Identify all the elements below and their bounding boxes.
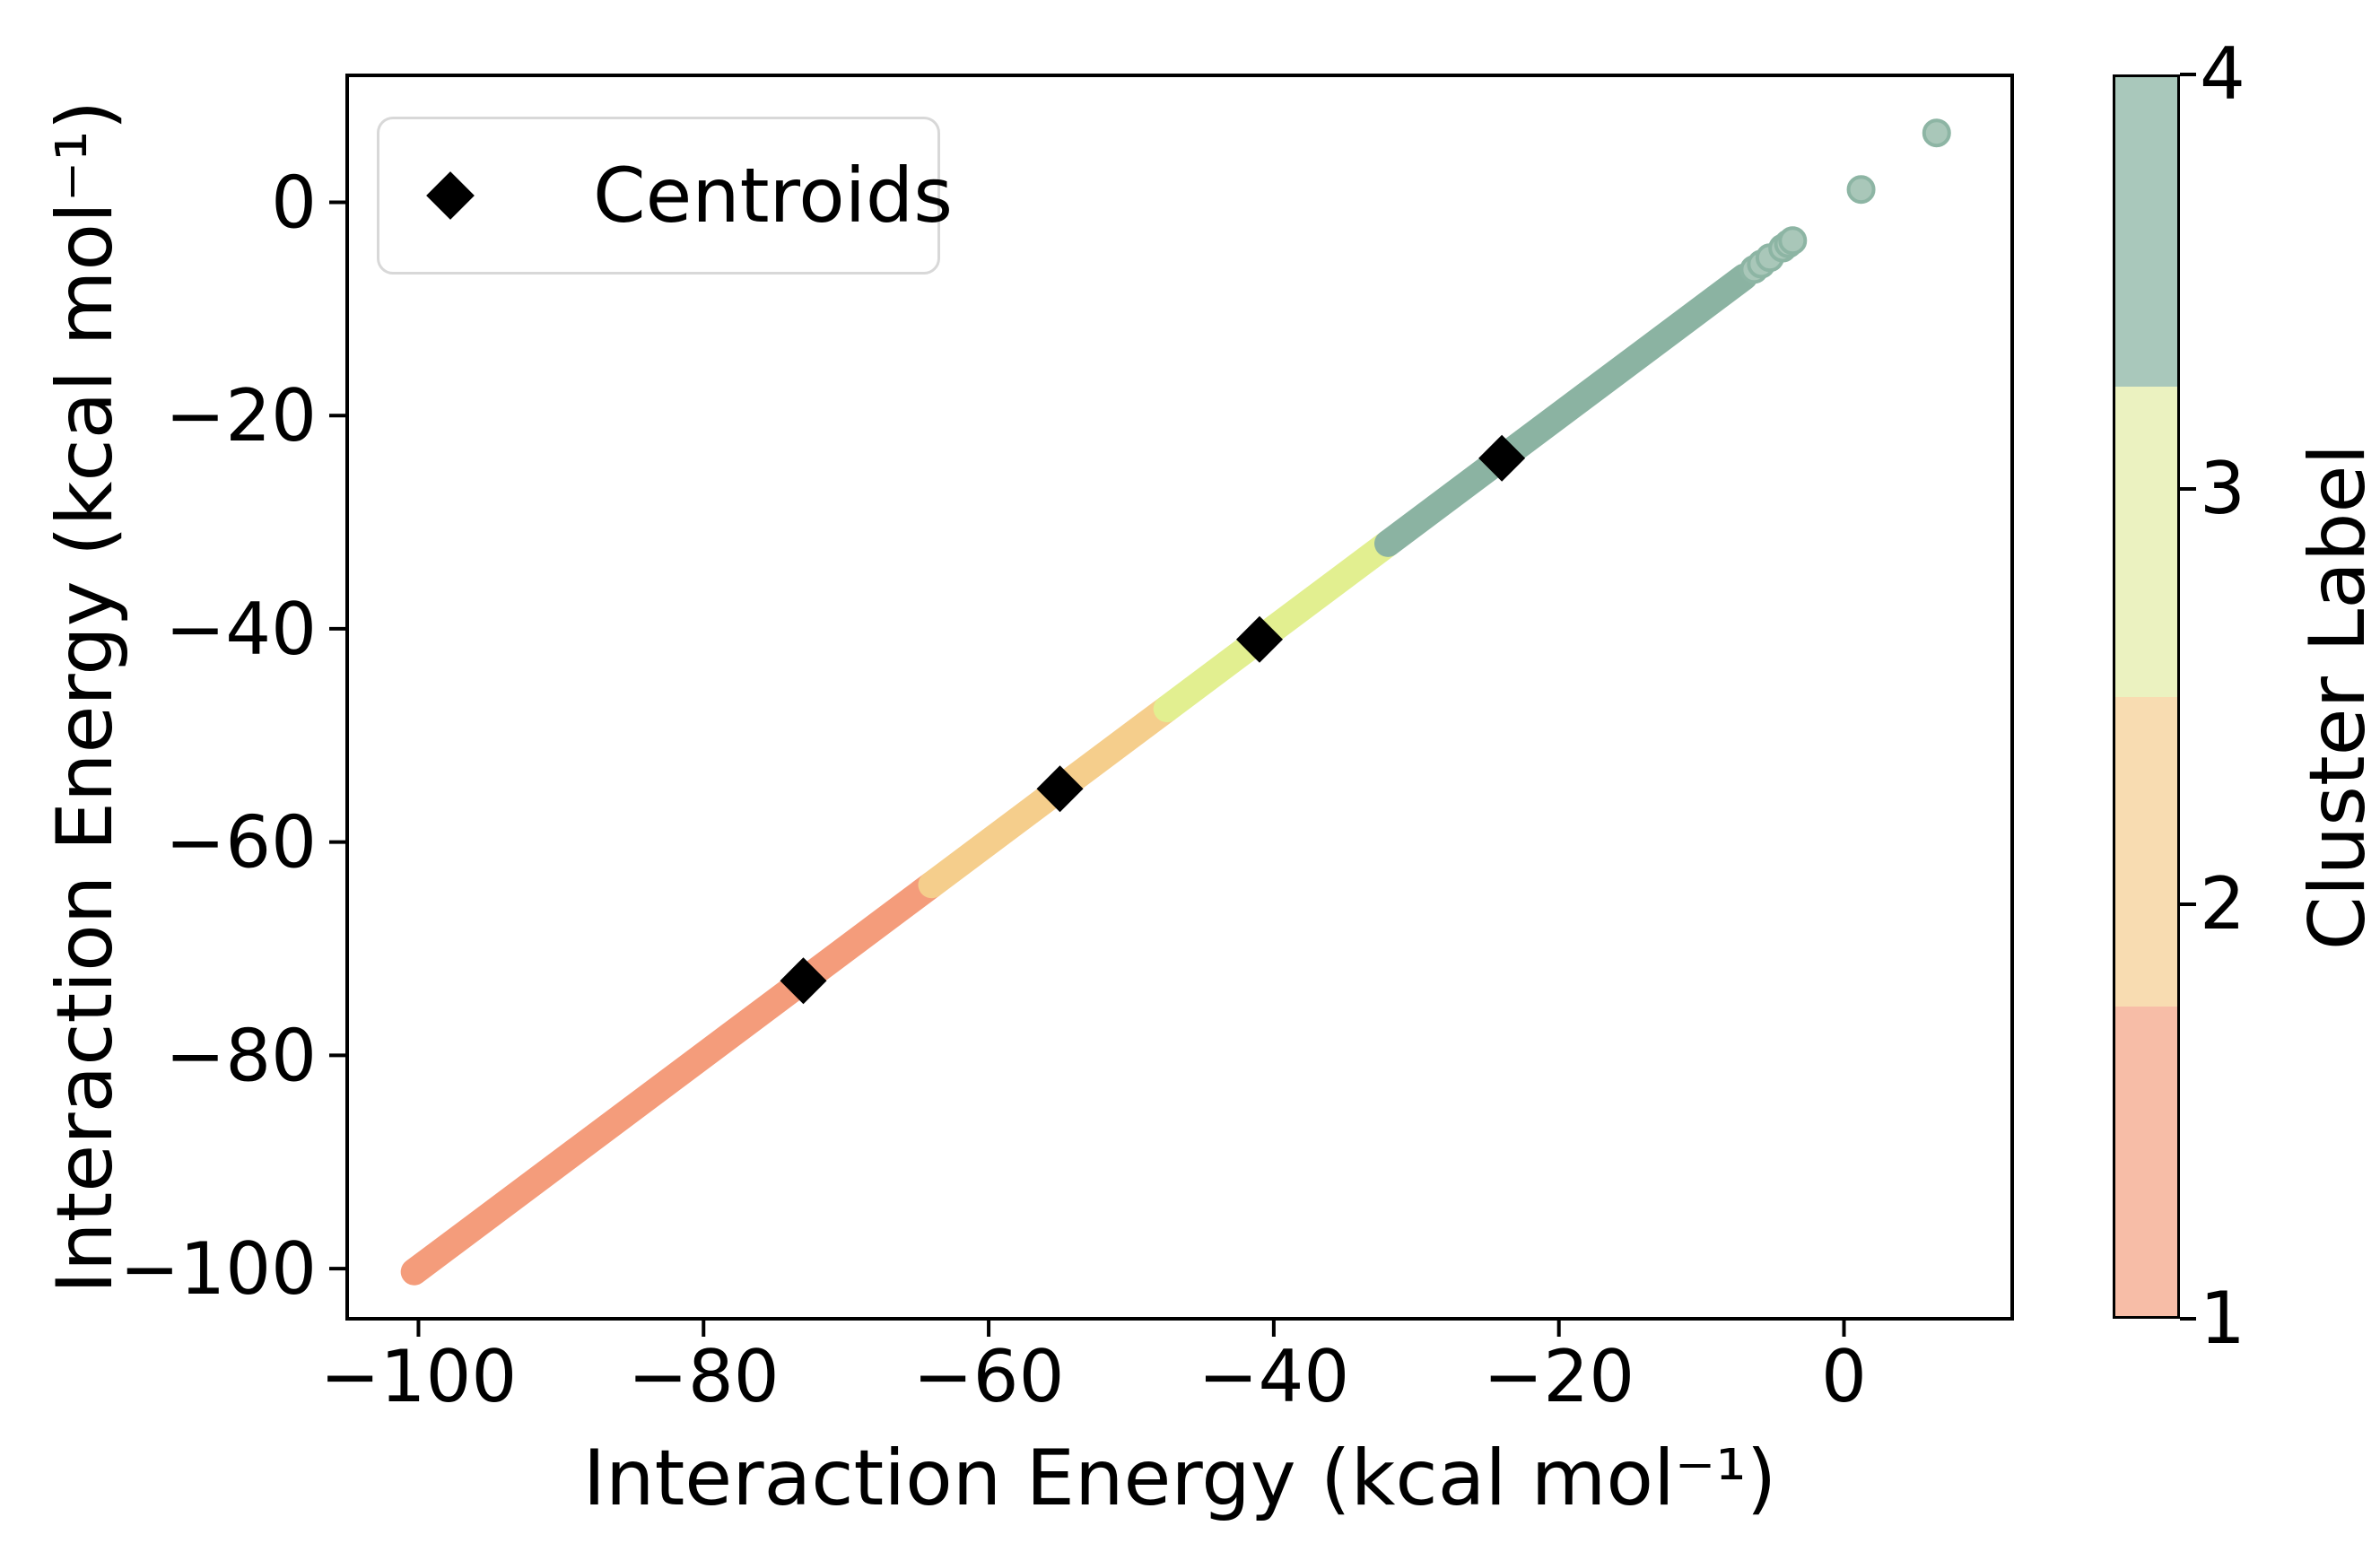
centroid-marker [1478,434,1526,482]
legend: Centroids [377,117,953,275]
centroid-marker [1036,765,1084,813]
colorbar-segment-1 [2115,1006,2177,1316]
colorbar-segment-3 [2115,387,2177,697]
x-tick-label: −60 [913,1335,1065,1418]
axes-spines [345,74,2014,1321]
colorbar-tick-label: 2 [2200,861,2245,946]
colorbar [2113,74,2180,1319]
centroid-diamond-icon [426,171,475,220]
colorbar-tick [2180,73,2196,76]
colorbar-tick [2180,1317,2196,1321]
y-tick-label: −60 [165,801,317,885]
colorbar-tick-label: 1 [2200,1277,2245,1360]
colorbar-segment-4 [2115,77,2177,388]
centroid-marker [780,957,827,1005]
y-axis-label: Interaction Energy (kcal mol⁻¹) [40,100,130,1295]
colorbar-tick [2180,902,2196,906]
y-tick-label: −80 [165,1014,317,1097]
cluster-1-points [400,871,946,1286]
sparse-point [1778,226,1808,256]
y-tick-label: −40 [165,588,317,671]
x-tick-label: 0 [1821,1335,1867,1418]
colorbar-tick-label: 3 [2200,447,2245,531]
y-tick-label: 0 [271,161,317,244]
cluster-4-points [1374,263,1758,557]
x-tick-label: −80 [628,1335,780,1418]
x-tick-label: −20 [1483,1335,1635,1418]
legend-label: Centroids [593,152,954,240]
y-tick-label: −100 [119,1227,317,1311]
x-tick-label: −40 [1198,1335,1349,1418]
colorbar-tick [2180,487,2196,492]
cluster-3-points [1153,529,1401,723]
x-tick-label: −100 [320,1335,518,1418]
colorbar-segment-2 [2115,696,2177,1007]
y-tick-label: −20 [165,374,317,458]
x-axis-label: Interaction Energy (kcal mol⁻¹) [582,1434,1777,1523]
sparse-point [1922,118,1951,148]
colorbar-label: Cluster Label [2293,443,2380,951]
colorbar-tick-label: 4 [2200,32,2245,116]
centroid-marker [1235,615,1283,663]
sparse-point [1846,175,1876,205]
